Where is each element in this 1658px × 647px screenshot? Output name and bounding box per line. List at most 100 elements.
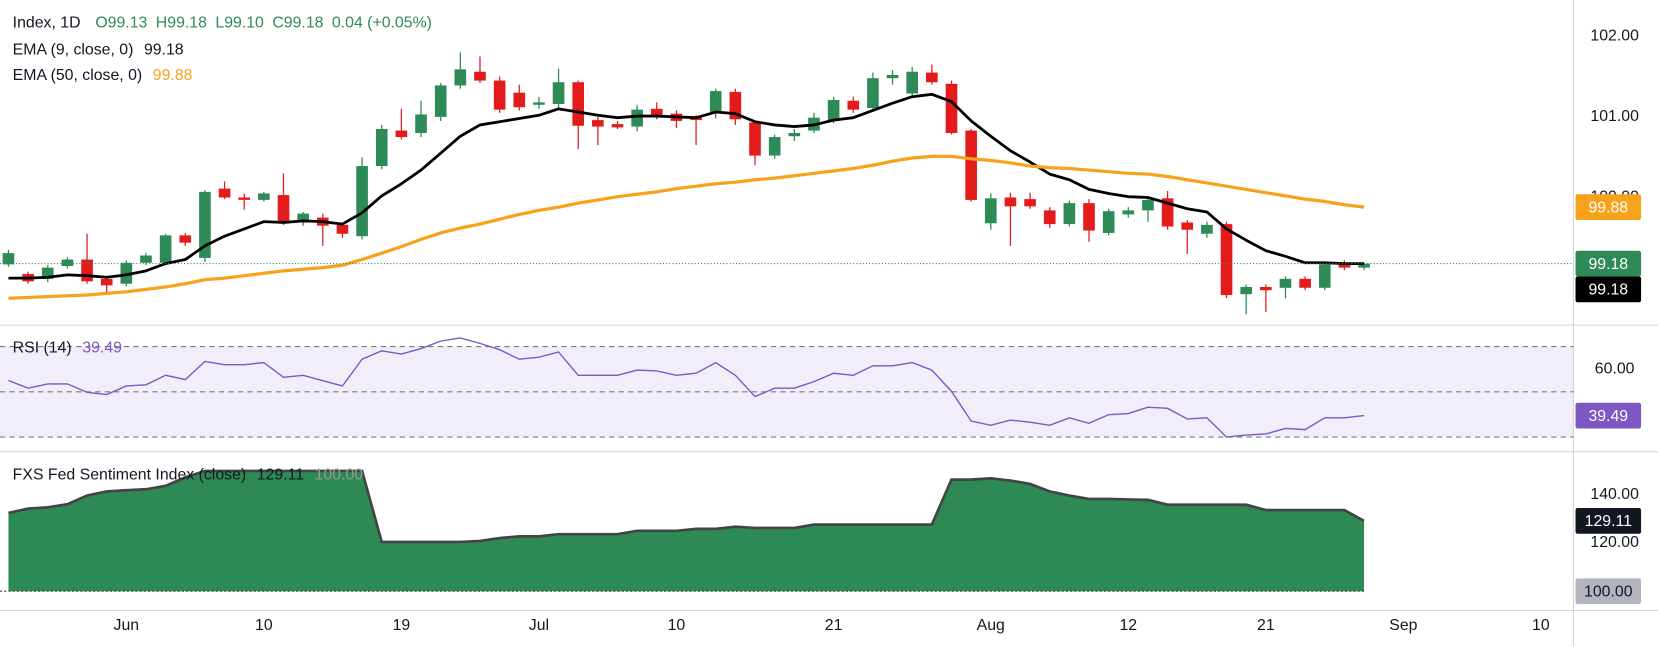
candle-body [886, 74, 899, 79]
candle-body [159, 235, 172, 263]
sentiment-legend: FXS Fed Sentiment Index (close) 129.11 100… [13, 466, 364, 483]
candle-body [1142, 199, 1154, 211]
candle-body [749, 122, 761, 156]
candle-body [1102, 211, 1115, 233]
change-value: 0.04 (+0.05%) [332, 15, 432, 32]
y-tick-label: 140.00 [1590, 486, 1639, 503]
x-tick-label: Sep [1389, 617, 1417, 634]
candle-body [81, 259, 93, 282]
candle-body [1201, 224, 1213, 234]
price-label-box [1575, 194, 1642, 221]
candle-body [768, 137, 781, 156]
candle-body [2, 253, 15, 265]
candle-body [1024, 199, 1036, 207]
candle-body [395, 130, 408, 138]
y-tick-label: 60.00 [1595, 360, 1635, 377]
candle-body [592, 120, 604, 127]
candle-body [1338, 264, 1351, 268]
legend-name: FXS Fed Sentiment Index (close) [13, 466, 246, 483]
candle-body [867, 78, 879, 109]
candle-body [729, 91, 742, 120]
candle-body [1260, 286, 1272, 291]
candle-body [1063, 203, 1076, 225]
candle-body [1318, 264, 1331, 288]
candle-body [709, 91, 722, 113]
ema-legend: EMA (9, close, 0) 99.18 [13, 42, 184, 59]
rsi-legend: RSI (14) 39.49 [13, 340, 122, 357]
close-value: C99.18 [272, 15, 323, 32]
candle-body [199, 191, 211, 258]
legend-value: 99.88 [153, 67, 193, 84]
ema-legend: EMA (50, close, 0) 99.88 [13, 67, 193, 84]
x-tick-label: 10 [668, 617, 686, 634]
candle-body [493, 80, 506, 110]
price-label: 100.00 [1584, 583, 1633, 600]
legend-name: EMA (9, close, 0) [13, 42, 134, 59]
candle-body [415, 114, 427, 134]
candle-body [1004, 197, 1017, 207]
candle-body [1122, 210, 1135, 215]
candle-body [474, 71, 486, 81]
x-tick-label: 10 [255, 617, 273, 634]
candle-body [140, 255, 152, 263]
candle-body [552, 82, 565, 104]
candle-body [1299, 278, 1311, 288]
candle-body [650, 108, 663, 117]
candle-body [926, 72, 938, 83]
x-tick-label: 19 [393, 617, 411, 634]
open-value: O99.13 [95, 15, 147, 32]
price-label-box [1575, 276, 1642, 303]
price-label-box [1575, 402, 1642, 429]
candle-body [238, 197, 251, 200]
y-tick-label: 101.00 [1590, 108, 1639, 125]
candle-body [1358, 263, 1370, 268]
candle-body [572, 82, 585, 126]
price-label-box [1575, 508, 1642, 534]
legend-name: EMA (50, close, 0) [13, 67, 143, 84]
x-tick-label: 12 [1119, 617, 1137, 634]
symbol: Index, 1D [13, 15, 81, 32]
price-label: 99.18 [1588, 282, 1628, 299]
price-label: 39.49 [1588, 408, 1628, 425]
price-label: 129.11 [1585, 513, 1632, 530]
candle-body [258, 193, 270, 200]
candle-body [297, 213, 309, 223]
candle-body [1181, 222, 1194, 230]
candle-body [906, 71, 919, 94]
candle-body [1043, 210, 1056, 225]
candle-body [1279, 278, 1292, 288]
candle-body [434, 85, 447, 117]
price-label: 99.18 [1588, 256, 1628, 273]
candle-body [847, 100, 860, 110]
candle-body [1220, 224, 1233, 296]
candle-body [375, 128, 388, 167]
candle-body [336, 224, 349, 234]
high-value: H99.18 [156, 15, 207, 32]
plot-area [0, 52, 1574, 592]
candle-body [277, 195, 290, 224]
candle-body [533, 102, 545, 105]
candle-body [631, 109, 643, 127]
candle-body [61, 259, 74, 267]
x-tick-label: 21 [1257, 617, 1275, 634]
candle-body [120, 262, 133, 284]
candle-body [454, 69, 467, 86]
price-label: 99.88 [1588, 199, 1628, 216]
rsi-band [0, 346, 1574, 438]
candle-body [1083, 203, 1095, 231]
x-tick-label: 21 [825, 617, 843, 634]
candle-body [984, 198, 997, 224]
candle-body [356, 166, 368, 237]
legend-value: 39.49 [82, 340, 122, 357]
candle-body [827, 99, 840, 121]
y-tick-label: 120.00 [1590, 534, 1639, 551]
candle-body [1161, 198, 1174, 227]
legend-baseline: 100.00 [315, 466, 364, 483]
y-tick-label: 102.00 [1590, 27, 1639, 44]
candle-body [945, 83, 958, 134]
ema-line [8, 154, 1365, 300]
candle-body [100, 278, 113, 286]
price-label-box [1575, 250, 1642, 277]
candle-body [965, 130, 977, 200]
